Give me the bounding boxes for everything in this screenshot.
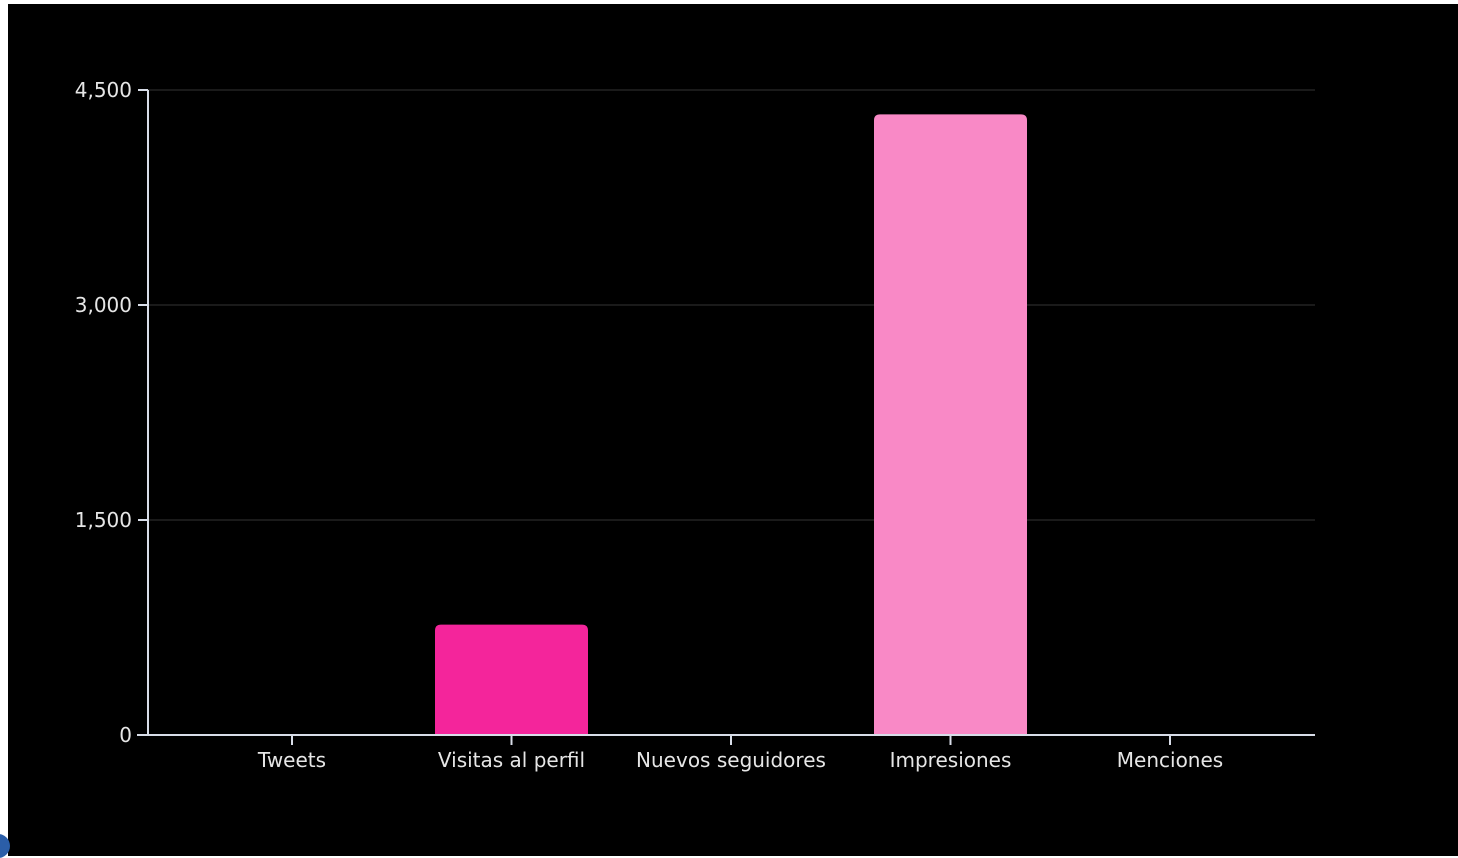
y-tick-label-2: 3,000: [75, 293, 132, 317]
x-tick-label-2: Nuevos seguidores: [636, 748, 826, 772]
y-ticks: 0 1,500 3,000 4,500: [75, 78, 148, 747]
axes: [137, 90, 1315, 736]
x-tick-label-3: Impresiones: [890, 748, 1012, 772]
y-tick-label-0: 0: [119, 723, 132, 747]
y-tick-label-1: 1,500: [75, 508, 132, 532]
x-ticks: Tweets Visitas al perfil Nuevos seguidores…: [257, 735, 1223, 772]
x-tick-label-4: Menciones: [1117, 748, 1223, 772]
chart-background: [8, 4, 1458, 856]
bar-3: [874, 114, 1027, 735]
y-tick-label-3: 4,500: [75, 78, 132, 102]
bars: [435, 114, 1027, 735]
gridlines: [148, 89, 1315, 521]
bar-1: [435, 624, 588, 735]
x-tick-label-1: Visitas al perfil: [438, 748, 585, 772]
corner-accent-shape: [0, 834, 10, 858]
x-tick-label-0: Tweets: [257, 748, 326, 772]
